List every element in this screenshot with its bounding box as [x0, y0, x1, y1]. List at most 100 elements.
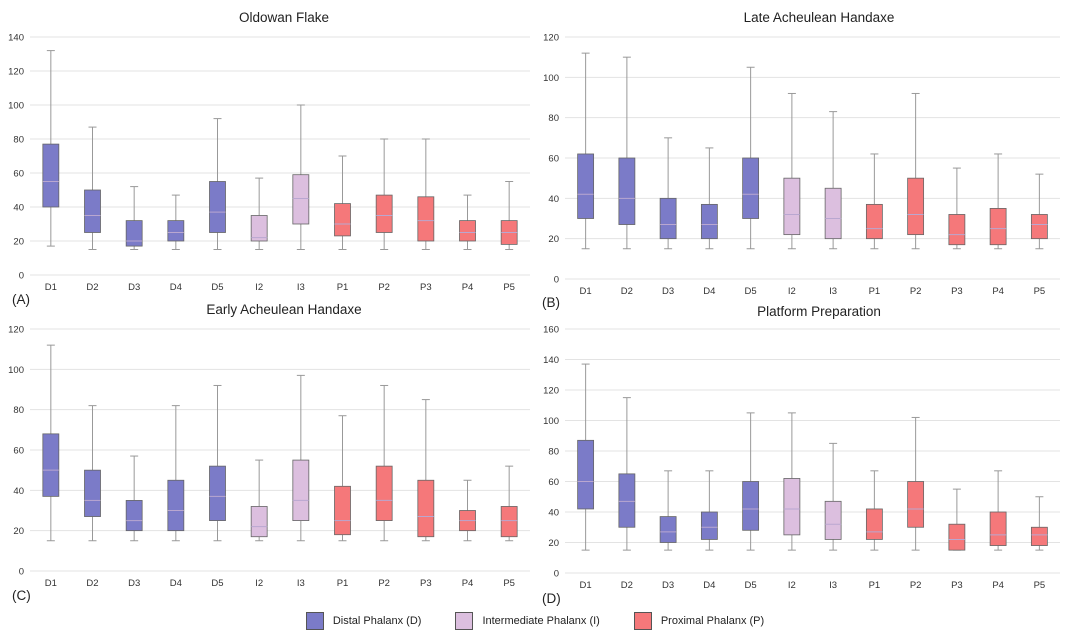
box-body	[209, 181, 226, 233]
box-body	[989, 511, 1007, 546]
x-tick-label: D1	[580, 286, 592, 297]
x-tick-label: D5	[745, 580, 757, 591]
x-tick-label: P5	[503, 578, 515, 589]
box-body	[417, 196, 435, 242]
box-body	[334, 485, 351, 536]
chart-panel-4: 0 20 40 60 80 100 120 140 160 Platform Preparatio…	[542, 304, 1060, 606]
legend-label-intermediate: Intermediate Phalanx (I)	[482, 615, 600, 627]
box-p1	[865, 153, 883, 250]
box-body	[125, 500, 143, 532]
box-p5	[500, 465, 518, 542]
x-tick-label: P4	[992, 580, 1004, 591]
box-body	[84, 189, 101, 233]
box-p2	[907, 92, 925, 250]
box-p1	[334, 155, 351, 250]
legend: Distal Phalanx (D) Intermediate Phalanx …	[0, 612, 1070, 630]
box-body	[700, 203, 718, 240]
y-tick-label: 80	[548, 447, 559, 458]
x-tick-label: D1	[580, 580, 592, 591]
x-tick-label: D4	[170, 578, 182, 589]
box-body	[375, 194, 393, 233]
y-tick-label: 60	[13, 169, 24, 180]
y-tick-label: 20	[548, 538, 559, 549]
legend-swatch-proximal	[633, 612, 652, 630]
box-body	[865, 508, 883, 540]
x-tick-label: D2	[621, 286, 633, 297]
box-p4	[989, 153, 1007, 250]
y-tick-label: 20	[13, 526, 24, 537]
box-body	[577, 153, 595, 219]
box-d1	[577, 363, 595, 551]
box-p2	[375, 384, 393, 542]
y-tick-label: 40	[548, 508, 559, 519]
y-tick-label: 140	[8, 33, 24, 44]
x-tick-label: I2	[255, 578, 263, 589]
box-body	[334, 203, 351, 237]
box-body	[907, 481, 925, 528]
box-body	[250, 215, 268, 242]
box-p2	[375, 138, 393, 250]
y-tick-label: 40	[548, 194, 559, 205]
box-body	[824, 500, 842, 540]
y-tick-label: 60	[548, 477, 559, 488]
x-tick-label: P4	[462, 282, 474, 293]
chart-title: Late Acheulean Handaxe	[744, 10, 895, 25]
box-i3	[824, 442, 842, 551]
y-tick-label: 0	[19, 271, 24, 282]
y-tick-label: 100	[543, 73, 559, 84]
box-body	[250, 506, 268, 538]
box-body	[659, 516, 677, 543]
y-tick-label: 0	[554, 569, 559, 580]
box-d2	[84, 405, 101, 542]
panel-label: (C)	[12, 588, 31, 603]
x-tick-label: P2	[378, 578, 390, 589]
chart-panel-2: 0 20 40 60 80 100 120 Late Acheulean Handaxe (B)…	[542, 10, 1060, 310]
chart-canvas: 0 20 40 60 80 100 120 140 Oldowan Flake (A) D1 D2 D3…	[8, 10, 1060, 606]
y-tick-label: 120	[543, 33, 559, 44]
x-tick-label: P2	[910, 580, 922, 591]
box-body	[1030, 526, 1048, 546]
x-tick-label: D3	[662, 286, 674, 297]
box-d4	[700, 147, 718, 250]
legend-label-distal: Distal Phalanx (D)	[332, 615, 422, 627]
box-p5	[1030, 496, 1048, 551]
box-p4	[989, 470, 1007, 551]
x-tick-label: P2	[378, 282, 390, 293]
legend-item-proximal: Proximal Phalanx (P)	[633, 612, 765, 630]
box-d2	[618, 56, 636, 250]
chart-title: Oldowan Flake	[239, 10, 329, 25]
box-body	[125, 220, 143, 247]
box-d4	[167, 194, 185, 250]
box-d3	[125, 455, 143, 542]
box-body	[292, 459, 310, 521]
box-i2	[250, 459, 268, 542]
legend-label-proximal: Proximal Phalanx (P)	[660, 615, 765, 627]
box-body	[292, 174, 310, 225]
box-body	[907, 177, 925, 236]
x-tick-label: P1	[337, 578, 349, 589]
box-body	[865, 203, 883, 240]
x-tick-label: D4	[703, 580, 715, 591]
box-d1	[42, 50, 60, 247]
box-body	[84, 469, 101, 517]
box-body	[459, 220, 476, 242]
y-tick-label: 140	[543, 355, 559, 366]
x-tick-label: D3	[128, 578, 140, 589]
chart-title: Early Acheulean Handaxe	[206, 302, 361, 317]
legend-item-intermediate: Intermediate Phalanx (I)	[455, 612, 600, 630]
legend-swatch-intermediate	[455, 612, 474, 630]
box-body	[209, 465, 226, 521]
box-body	[659, 197, 677, 240]
x-tick-label: I3	[829, 580, 837, 591]
box-d4	[700, 470, 718, 551]
y-tick-label: 120	[543, 386, 559, 397]
y-tick-label: 120	[8, 325, 24, 336]
box-p1	[865, 470, 883, 551]
x-tick-label: D5	[745, 286, 757, 297]
x-tick-label: P5	[1034, 580, 1046, 591]
panel-label: (B)	[542, 295, 560, 310]
y-tick-label: 80	[13, 405, 24, 416]
x-tick-label: P4	[992, 286, 1004, 297]
x-tick-label: I2	[255, 282, 263, 293]
box-p2	[907, 416, 925, 551]
